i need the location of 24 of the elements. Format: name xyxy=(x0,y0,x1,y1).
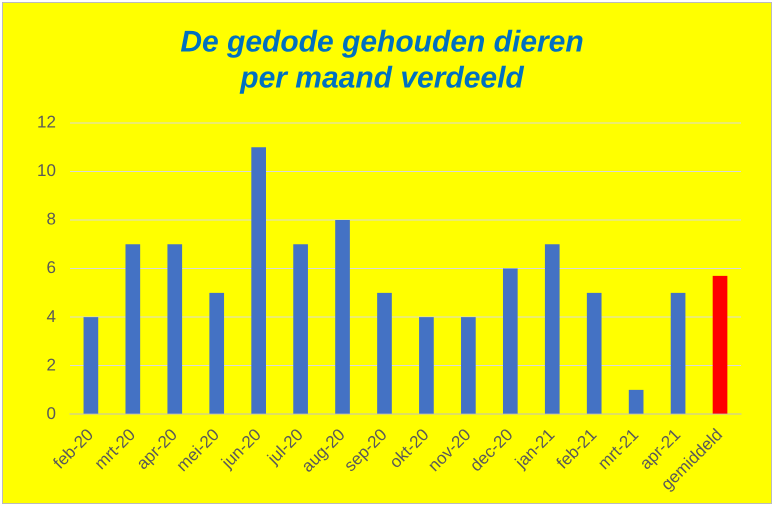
bar xyxy=(251,147,266,414)
y-tick-label: 4 xyxy=(46,306,56,326)
bar xyxy=(712,276,728,414)
bar xyxy=(502,268,518,414)
y-tick-label: 6 xyxy=(46,258,56,278)
bar xyxy=(419,317,434,414)
y-tick-label: 12 xyxy=(36,112,56,132)
bar xyxy=(628,390,644,414)
y-tick-label: 0 xyxy=(46,404,56,423)
bar xyxy=(209,292,224,414)
bar xyxy=(84,317,98,414)
bar xyxy=(461,317,476,414)
y-tick-label: 2 xyxy=(46,355,56,374)
bar xyxy=(293,244,308,414)
y-tick-label: 8 xyxy=(46,210,56,229)
bar xyxy=(670,292,686,414)
bar xyxy=(544,244,560,414)
bar xyxy=(167,244,182,414)
y-tick-label: 10 xyxy=(36,161,56,180)
chart-title: De gedode gehouden dieren per maand verdeeld xyxy=(180,25,584,94)
bar xyxy=(335,220,350,414)
bar xyxy=(586,292,602,414)
bar xyxy=(125,244,140,414)
bar xyxy=(377,292,392,414)
